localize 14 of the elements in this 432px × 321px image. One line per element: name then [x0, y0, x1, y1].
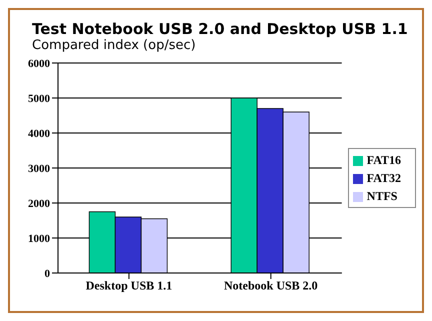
- chart-title: Test Notebook USB 2.0 and Desktop USB 1.1: [32, 20, 409, 38]
- y-tick-label: 5000: [28, 92, 50, 105]
- y-tick-label: 2000: [28, 198, 50, 210]
- x-tick-label: Notebook USB 2.0: [224, 278, 318, 293]
- y-tick-label: 1000: [28, 232, 50, 245]
- y-tick-label: 6000: [28, 58, 50, 70]
- y-tick-label: 0: [44, 268, 50, 280]
- legend-label: FAT16: [366, 153, 401, 167]
- legend-label: FAT32: [366, 171, 401, 185]
- y-tick-label: 4000: [28, 128, 50, 140]
- x-tick-label: Desktop USB 1.1: [86, 278, 172, 293]
- chart-subtitle: Compared index (op/sec): [32, 38, 197, 53]
- legend-label: NTFS: [366, 189, 398, 203]
- y-tick-label: 3000: [28, 162, 50, 175]
